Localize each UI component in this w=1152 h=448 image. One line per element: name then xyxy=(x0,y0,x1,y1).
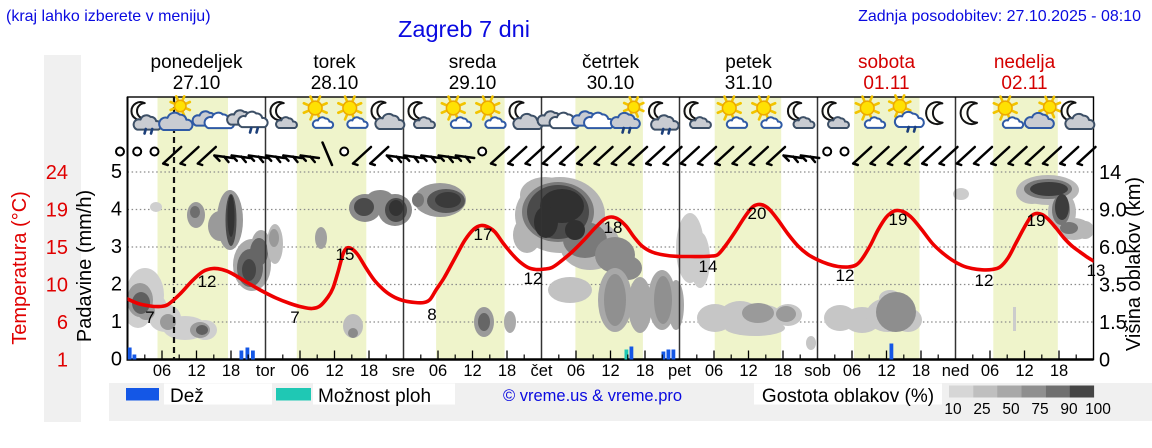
svg-text:19: 19 xyxy=(1027,211,1046,230)
svg-text:18: 18 xyxy=(222,362,240,380)
svg-text:3.5: 3.5 xyxy=(1099,275,1127,297)
svg-text:12: 12 xyxy=(739,362,757,380)
svg-text:sobota: sobota xyxy=(858,52,915,73)
svg-text:20: 20 xyxy=(748,204,767,223)
svg-text:7: 7 xyxy=(290,308,299,327)
svg-text:tor: tor xyxy=(256,362,276,380)
svg-text:Višina oblakov (km): Višina oblakov (km) xyxy=(1123,177,1145,351)
svg-text:19: 19 xyxy=(889,210,908,229)
svg-text:14: 14 xyxy=(699,257,718,276)
svg-text:18: 18 xyxy=(1050,362,1068,380)
svg-text:petek: petek xyxy=(725,52,772,73)
svg-text:sre: sre xyxy=(392,362,415,380)
svg-text:12: 12 xyxy=(524,269,543,288)
svg-text:sreda: sreda xyxy=(449,52,497,73)
svg-text:Zagreb 7 dni: Zagreb 7 dni xyxy=(398,16,530,42)
svg-text:3: 3 xyxy=(111,236,122,258)
svg-text:ned: ned xyxy=(942,362,970,380)
svg-text:torek: torek xyxy=(313,52,356,73)
svg-text:4: 4 xyxy=(111,199,122,221)
svg-text:02.11: 02.11 xyxy=(1001,73,1047,94)
svg-text:8: 8 xyxy=(427,305,436,324)
svg-text:6.0: 6.0 xyxy=(1099,237,1127,259)
svg-text:06: 06 xyxy=(429,362,447,380)
svg-text:12: 12 xyxy=(877,362,895,380)
svg-text:© vreme.us & vreme.pro: © vreme.us & vreme.pro xyxy=(503,387,682,405)
svg-text:12: 12 xyxy=(325,362,343,380)
svg-text:12: 12 xyxy=(1015,362,1033,380)
svg-text:čet: čet xyxy=(530,362,552,380)
svg-text:30.10: 30.10 xyxy=(587,73,635,94)
svg-text:75: 75 xyxy=(1031,401,1048,418)
svg-text:ponedeljek: ponedeljek xyxy=(151,52,243,73)
svg-text:18: 18 xyxy=(498,362,516,380)
svg-text:100: 100 xyxy=(1085,401,1111,418)
svg-text:1: 1 xyxy=(111,311,122,333)
svg-text:06: 06 xyxy=(291,362,309,380)
svg-text:Gostota oblakov (%): Gostota oblakov (%) xyxy=(762,386,934,407)
svg-text:0: 0 xyxy=(1099,350,1110,372)
svg-text:18: 18 xyxy=(360,362,378,380)
svg-text:Temperatura (°C): Temperatura (°C) xyxy=(9,191,31,345)
svg-text:06: 06 xyxy=(843,362,861,380)
svg-text:2: 2 xyxy=(111,274,122,296)
svg-text:12: 12 xyxy=(198,272,217,291)
svg-text:18: 18 xyxy=(604,218,623,237)
svg-text:28.10: 28.10 xyxy=(311,73,359,94)
svg-text:četrtek: četrtek xyxy=(582,52,640,73)
svg-text:17: 17 xyxy=(474,225,493,244)
svg-text:90: 90 xyxy=(1060,401,1078,418)
svg-text:18: 18 xyxy=(774,362,792,380)
svg-text:24: 24 xyxy=(46,162,68,184)
svg-text:06: 06 xyxy=(981,362,999,380)
svg-text:nedelja: nedelja xyxy=(994,52,1056,73)
svg-text:14: 14 xyxy=(1099,162,1121,184)
svg-text:13: 13 xyxy=(1087,261,1106,280)
svg-text:1.5: 1.5 xyxy=(1099,312,1127,334)
svg-text:Zadnja posodobitev: 27.10.2025: Zadnja posodobitev: 27.10.2025 - 08:10 xyxy=(858,8,1141,25)
svg-text:19: 19 xyxy=(46,200,68,222)
svg-text:01.11: 01.11 xyxy=(863,73,909,94)
svg-text:15: 15 xyxy=(46,237,68,259)
svg-text:12: 12 xyxy=(463,362,481,380)
svg-text:7: 7 xyxy=(145,308,154,327)
svg-text:12: 12 xyxy=(975,271,994,290)
svg-text:18: 18 xyxy=(912,362,930,380)
svg-text:12: 12 xyxy=(601,362,619,380)
svg-text:15: 15 xyxy=(336,245,355,264)
svg-text:31.10: 31.10 xyxy=(725,73,773,94)
svg-text:sob: sob xyxy=(804,362,831,380)
svg-text:18: 18 xyxy=(636,362,654,380)
svg-text:12: 12 xyxy=(836,266,855,285)
svg-text:Padavine (mm/h): Padavine (mm/h) xyxy=(74,190,96,342)
svg-text:12: 12 xyxy=(187,362,205,380)
svg-text:9.0: 9.0 xyxy=(1099,200,1127,222)
svg-text:10: 10 xyxy=(944,401,962,418)
svg-text:25: 25 xyxy=(973,401,990,418)
svg-text:27.10: 27.10 xyxy=(173,73,221,94)
svg-text:50: 50 xyxy=(1002,401,1020,418)
svg-text:5: 5 xyxy=(111,161,122,183)
svg-text:Dež: Dež xyxy=(170,386,204,407)
svg-text:06: 06 xyxy=(567,362,585,380)
svg-text:06: 06 xyxy=(153,362,171,380)
svg-text:1: 1 xyxy=(57,350,68,372)
svg-text:Možnost ploh: Možnost ploh xyxy=(318,386,431,407)
svg-text:0: 0 xyxy=(111,349,122,371)
svg-text:06: 06 xyxy=(705,362,723,380)
svg-text:29.10: 29.10 xyxy=(449,73,497,94)
svg-text:10: 10 xyxy=(46,275,68,297)
svg-text:6: 6 xyxy=(57,312,68,334)
svg-text:pet: pet xyxy=(668,362,691,380)
svg-text:(kraj lahko izberete v meniju): (kraj lahko izberete v meniju) xyxy=(6,8,211,25)
